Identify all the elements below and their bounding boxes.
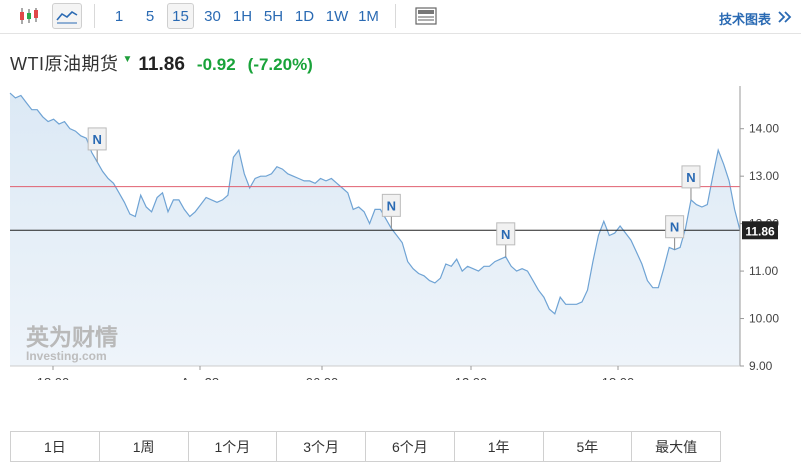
interval-15[interactable]: 15 [167,3,194,29]
news-marker-label: N [686,170,695,185]
quote-header: WTI原油期货 ▼ 11.86 -0.92 (-7.20%) [10,50,313,76]
svg-text:Investing.com: Investing.com [26,349,107,363]
current-price-badge-label: 11.86 [745,224,775,238]
y-tick-label: 9.00 [749,359,773,373]
price-change: -0.92 [196,55,236,74]
news-marker-box [665,215,685,239]
news-marker-box [681,165,701,189]
price-line [9,92,741,315]
interval-1h[interactable]: 1H [232,7,253,25]
x-tick-label: 18:00 [37,375,70,380]
y-tick-label: 10.00 [749,312,779,326]
range-3-months[interactable]: 3个月 [277,432,366,461]
price-change-percent: (-7.20%) [247,55,313,74]
x-tick-label: 12:00 [455,375,488,380]
y-tick-label: 11.00 [749,264,778,278]
current-price-badge-bg [742,221,778,240]
y-tick-label: 13.00 [749,169,779,183]
svg-text:英为财情: 英为财情 [26,324,118,351]
last-price: 11.86 [138,54,185,75]
area-chart-icon[interactable] [52,3,82,29]
range-1-month[interactable]: 1个月 [188,432,278,461]
down-arrow-icon: ▼ [122,54,133,65]
news-toggle-icon[interactable] [412,3,440,29]
toolbar-divider [395,4,396,28]
interval-5h[interactable]: 5H [263,7,284,25]
x-tick-label: 06:00 [306,375,339,380]
interval-5[interactable]: 5 [145,7,155,25]
candlestick-chart-icon[interactable] [15,3,43,29]
double-chevron-right-icon[interactable] [777,11,793,23]
range-5-years[interactable]: 5年 [543,432,633,461]
news-marker-label: N [501,227,510,242]
x-tick-label: 18:00 [602,375,635,380]
current-price-badge: 11.86 [742,221,778,240]
news-marker-label: N [92,132,101,147]
interval-1m[interactable]: 1M [358,7,379,25]
chart-toolbar: 1 5 15 30 1H 5H 1D 1W 1M 技术图表 [0,0,801,34]
technical-chart-link[interactable]: 技术图表 [718,12,771,27]
x-tick-label: Apr 28 [181,375,219,380]
range-6-months[interactable]: 6个月 [366,432,455,461]
news-marker[interactable]: N [665,215,685,250]
time-range-selector: 1日 1周 1个月 3个月 6个月 1年 5年 最大值 [10,431,721,462]
news-marker[interactable]: N [496,222,516,257]
news-marker-label: N [670,220,679,235]
toolbar-divider [94,4,95,28]
news-marker-box [381,193,401,217]
news-marker-box [496,222,516,246]
instrument-name: WTI原油期货 [10,54,119,74]
interval-1d[interactable]: 1D [294,7,315,25]
interval-1w[interactable]: 1W [325,7,349,25]
range-1-year[interactable]: 1年 [454,432,544,461]
range-max[interactable]: 最大值 [632,432,720,461]
interval-30[interactable]: 30 [204,7,221,25]
news-marker[interactable]: N [681,165,701,200]
news-marker-label: N [387,198,396,213]
range-1-week[interactable]: 1周 [99,432,189,461]
news-marker[interactable]: N [381,193,401,229]
interval-1[interactable]: 1 [114,7,124,25]
range-1-day[interactable]: 1日 [11,432,100,461]
investing-watermark: 英为财情 Investing.com [26,324,118,363]
news-marker-box [87,127,107,151]
price-area-fill [10,93,740,366]
y-tick-label: 14.00 [749,122,779,136]
news-marker[interactable]: N [87,127,107,162]
